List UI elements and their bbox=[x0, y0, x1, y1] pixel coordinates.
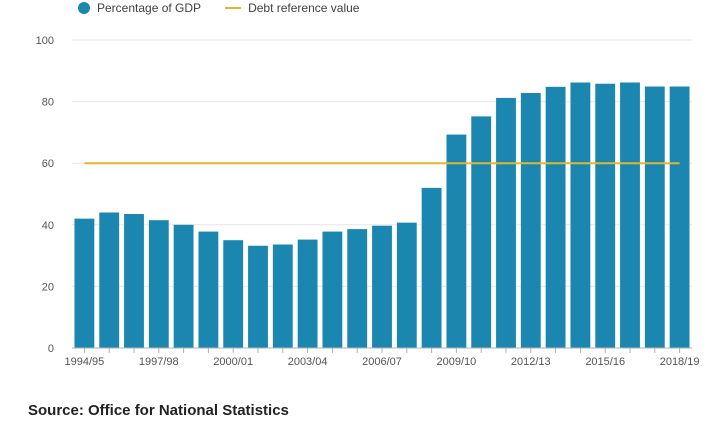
bar-2016/17[interactable] bbox=[620, 82, 640, 348]
bar-2014/15[interactable] bbox=[570, 82, 591, 348]
x-tick-label: 1997/98 bbox=[139, 356, 179, 368]
x-tick-label: 2018/19 bbox=[660, 356, 700, 368]
bar-2011/12[interactable] bbox=[496, 97, 516, 349]
bar-2015/16[interactable] bbox=[595, 83, 616, 349]
bar-chart: 0 20 40 60 80 100 1994/95 1997/98 2000/01 2003/0… bbox=[36, 35, 700, 368]
bar-2000/01[interactable] bbox=[223, 240, 244, 348]
bar-2018/19[interactable] bbox=[669, 86, 690, 349]
y-tick-label: 80 bbox=[42, 97, 54, 109]
bar-2013/14[interactable] bbox=[545, 86, 566, 348]
legend-item-percentage-of-gdp[interactable]: Percentage of GDP bbox=[78, 1, 201, 15]
bar-1995/96[interactable] bbox=[99, 212, 120, 348]
x-axis: 1994/95 1997/98 2000/01 2003/04 2006/07 2009/… bbox=[65, 347, 700, 368]
bar-1999/00[interactable] bbox=[198, 231, 219, 348]
bar-2003/04[interactable] bbox=[297, 239, 318, 348]
y-axis: 0 20 40 60 80 100 bbox=[36, 35, 54, 355]
y-tick-label: 40 bbox=[42, 220, 54, 232]
legend-line-icon bbox=[225, 7, 242, 9]
bar-1994/95[interactable] bbox=[74, 218, 95, 348]
x-tick-label: 1994/95 bbox=[65, 356, 105, 368]
y-tick-label: 20 bbox=[42, 281, 54, 293]
x-tick-label: 2000/01 bbox=[213, 356, 253, 368]
bar-1996/97[interactable] bbox=[124, 214, 144, 348]
bar-2009/10[interactable] bbox=[446, 134, 467, 348]
x-tick-label: 2003/04 bbox=[288, 356, 328, 368]
x-tick-label: 2012/13 bbox=[511, 356, 551, 368]
x-tick-label: 2009/10 bbox=[437, 356, 477, 368]
legend-label-percentage-of-gdp: Percentage of GDP bbox=[97, 1, 202, 15]
bar-series bbox=[74, 82, 690, 349]
x-tick-label: 2006/07 bbox=[362, 356, 402, 368]
bar-2005/06[interactable] bbox=[347, 229, 368, 348]
legend-item-debt-reference[interactable]: Debt reference value bbox=[225, 1, 359, 15]
y-tick-label: 100 bbox=[36, 35, 54, 47]
bar-1997/98[interactable] bbox=[148, 220, 169, 348]
bar-2001/02[interactable] bbox=[248, 245, 268, 348]
bar-2004/05[interactable] bbox=[322, 231, 343, 348]
bar-2007/08[interactable] bbox=[396, 222, 417, 348]
y-tick-label: 0 bbox=[48, 343, 54, 355]
source-note: Source: Office for National Statistics bbox=[28, 402, 289, 419]
bar-2008/09[interactable] bbox=[421, 187, 442, 348]
y-tick-label: 60 bbox=[42, 158, 54, 170]
legend-label-debt-reference: Debt reference value bbox=[248, 1, 360, 15]
bar-1998/99[interactable] bbox=[173, 224, 194, 348]
x-tick-label: 2015/16 bbox=[585, 356, 625, 368]
bar-2002/03[interactable] bbox=[272, 244, 293, 348]
chart-legend: Percentage of GDP Debt reference value bbox=[78, 0, 383, 16]
legend-dot-icon bbox=[78, 2, 90, 14]
bar-2017/18[interactable] bbox=[644, 86, 665, 349]
bar-2012/13[interactable] bbox=[520, 92, 541, 348]
bar-2006/07[interactable] bbox=[372, 225, 392, 348]
bar-2010/11[interactable] bbox=[471, 116, 492, 348]
